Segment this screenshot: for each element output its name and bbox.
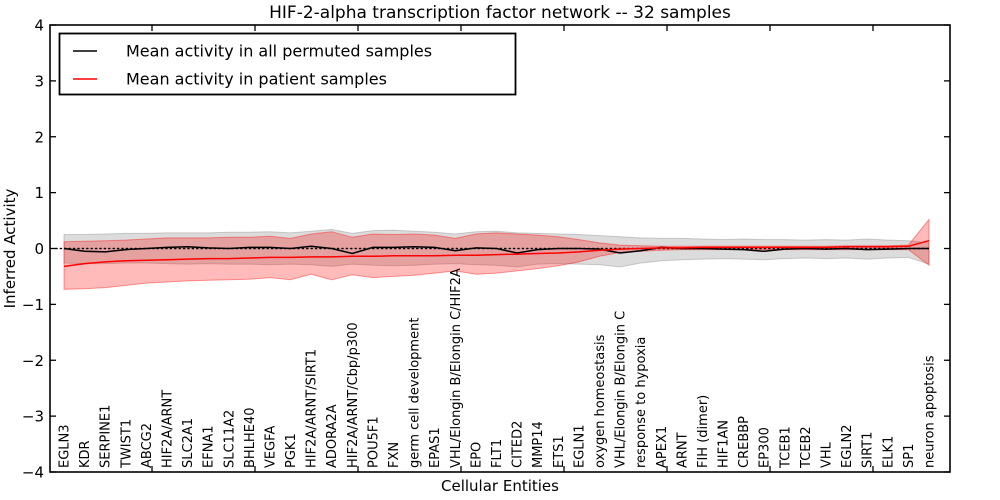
category-label: TWIST1 xyxy=(119,419,134,469)
category-label: APEX1 xyxy=(655,426,670,468)
category-label: ETS1 xyxy=(552,435,567,468)
category-label: EGLN1 xyxy=(572,424,587,468)
category-label: EFNA1 xyxy=(202,425,217,468)
y-tick-label: 2 xyxy=(34,128,44,146)
x-axis-label: Cellular Entities xyxy=(441,477,559,495)
y-tick-label: −3 xyxy=(22,408,44,426)
category-label: SIRT1 xyxy=(861,432,876,468)
category-label: TCEB1 xyxy=(778,426,793,469)
category-label: HIF2A/ARNT/SIRT1 xyxy=(305,349,320,468)
category-label: SLC11A2 xyxy=(222,410,237,468)
legend-label-patient: Mean activity in patient samples xyxy=(126,70,387,89)
category-label: VEGFA xyxy=(263,426,278,468)
x-axis-ticks xyxy=(151,25,874,472)
patient-mean-line xyxy=(63,239,930,268)
y-tick-label: 0 xyxy=(34,240,44,258)
category-label: EPAS1 xyxy=(428,427,443,468)
category-label: CREBBP xyxy=(737,416,752,468)
category-label: VHL/Elongin B/Elongin C xyxy=(614,311,629,468)
legend-label-permuted: Mean activity in all permuted samples xyxy=(126,42,432,61)
category-label: neuron apoptosis xyxy=(923,355,938,468)
category-label: EGLN2 xyxy=(840,424,855,468)
legend-box xyxy=(58,32,517,96)
category-label: EP300 xyxy=(758,427,773,468)
category-label: EGLN3 xyxy=(58,424,73,468)
category-label: germ cell development xyxy=(408,318,423,468)
category-label: SERPINE1 xyxy=(99,405,114,468)
category-label: FLT1 xyxy=(490,439,505,468)
category-label: KDR xyxy=(78,440,93,468)
category-label: ABCG2 xyxy=(140,423,155,468)
category-label: VHL xyxy=(820,441,835,468)
y-tick-label: 1 xyxy=(34,184,44,202)
category-label: VHL/Elongin B/Elongin C/HIF2A xyxy=(449,268,464,468)
y-tick-label: −2 xyxy=(22,352,44,370)
category-label: SP1 xyxy=(902,444,917,468)
category-label: EPO xyxy=(469,442,484,468)
y-tick-label: −4 xyxy=(22,464,44,482)
y-tick-label: 4 xyxy=(34,17,44,35)
category-label: MMP14 xyxy=(531,421,546,468)
category-label: CITED2 xyxy=(511,421,526,468)
category-label: TCEB2 xyxy=(799,426,814,469)
category-label: POU5F1 xyxy=(366,416,381,468)
y-tick-label: 3 xyxy=(34,72,44,90)
category-label: ARNT xyxy=(675,432,690,468)
category-label: FXN xyxy=(387,442,402,468)
chart-title: HIF-2-alpha transcription factor network… xyxy=(269,3,731,23)
legend: Mean activity in all permuted samples Me… xyxy=(58,32,517,96)
axes-frame xyxy=(49,24,951,473)
legend-entry-permuted: Mean activity in all permuted samples xyxy=(73,42,432,61)
category-label: ELK1 xyxy=(881,436,896,468)
category-label: SLC2A1 xyxy=(181,418,196,468)
y-axis-label: Inferred Activity xyxy=(1,188,19,308)
category-label: BHLHE40 xyxy=(243,408,258,468)
plot-area: 4 3 2 1 0 −1 −2 −3 −4 EGLN3 KDR SERPINE1 TWIST1 ABCG2… xyxy=(22,17,950,482)
category-label: ADORA2A xyxy=(325,404,340,468)
category-label: response to hypoxia xyxy=(634,337,649,468)
y-tick-label: −1 xyxy=(22,296,44,314)
category-label: FIH (dimer) xyxy=(696,395,711,468)
category-labels: EGLN3 KDR SERPINE1 TWIST1 ABCG2 HIF2A/ARNT SLC… xyxy=(58,268,938,469)
category-label: HIF1AN xyxy=(717,420,732,468)
category-label: oxygen homeostasis xyxy=(593,334,608,468)
category-label: HIF2A/ARNT/Cbp/p300 xyxy=(346,322,361,468)
category-label: HIF2A/ARNT xyxy=(161,390,176,468)
legend-entry-patient: Mean activity in patient samples xyxy=(73,70,387,89)
y-axis-ticks: 4 3 2 1 0 −1 −2 −3 −4 xyxy=(22,17,950,482)
category-label: PGK1 xyxy=(284,433,299,468)
